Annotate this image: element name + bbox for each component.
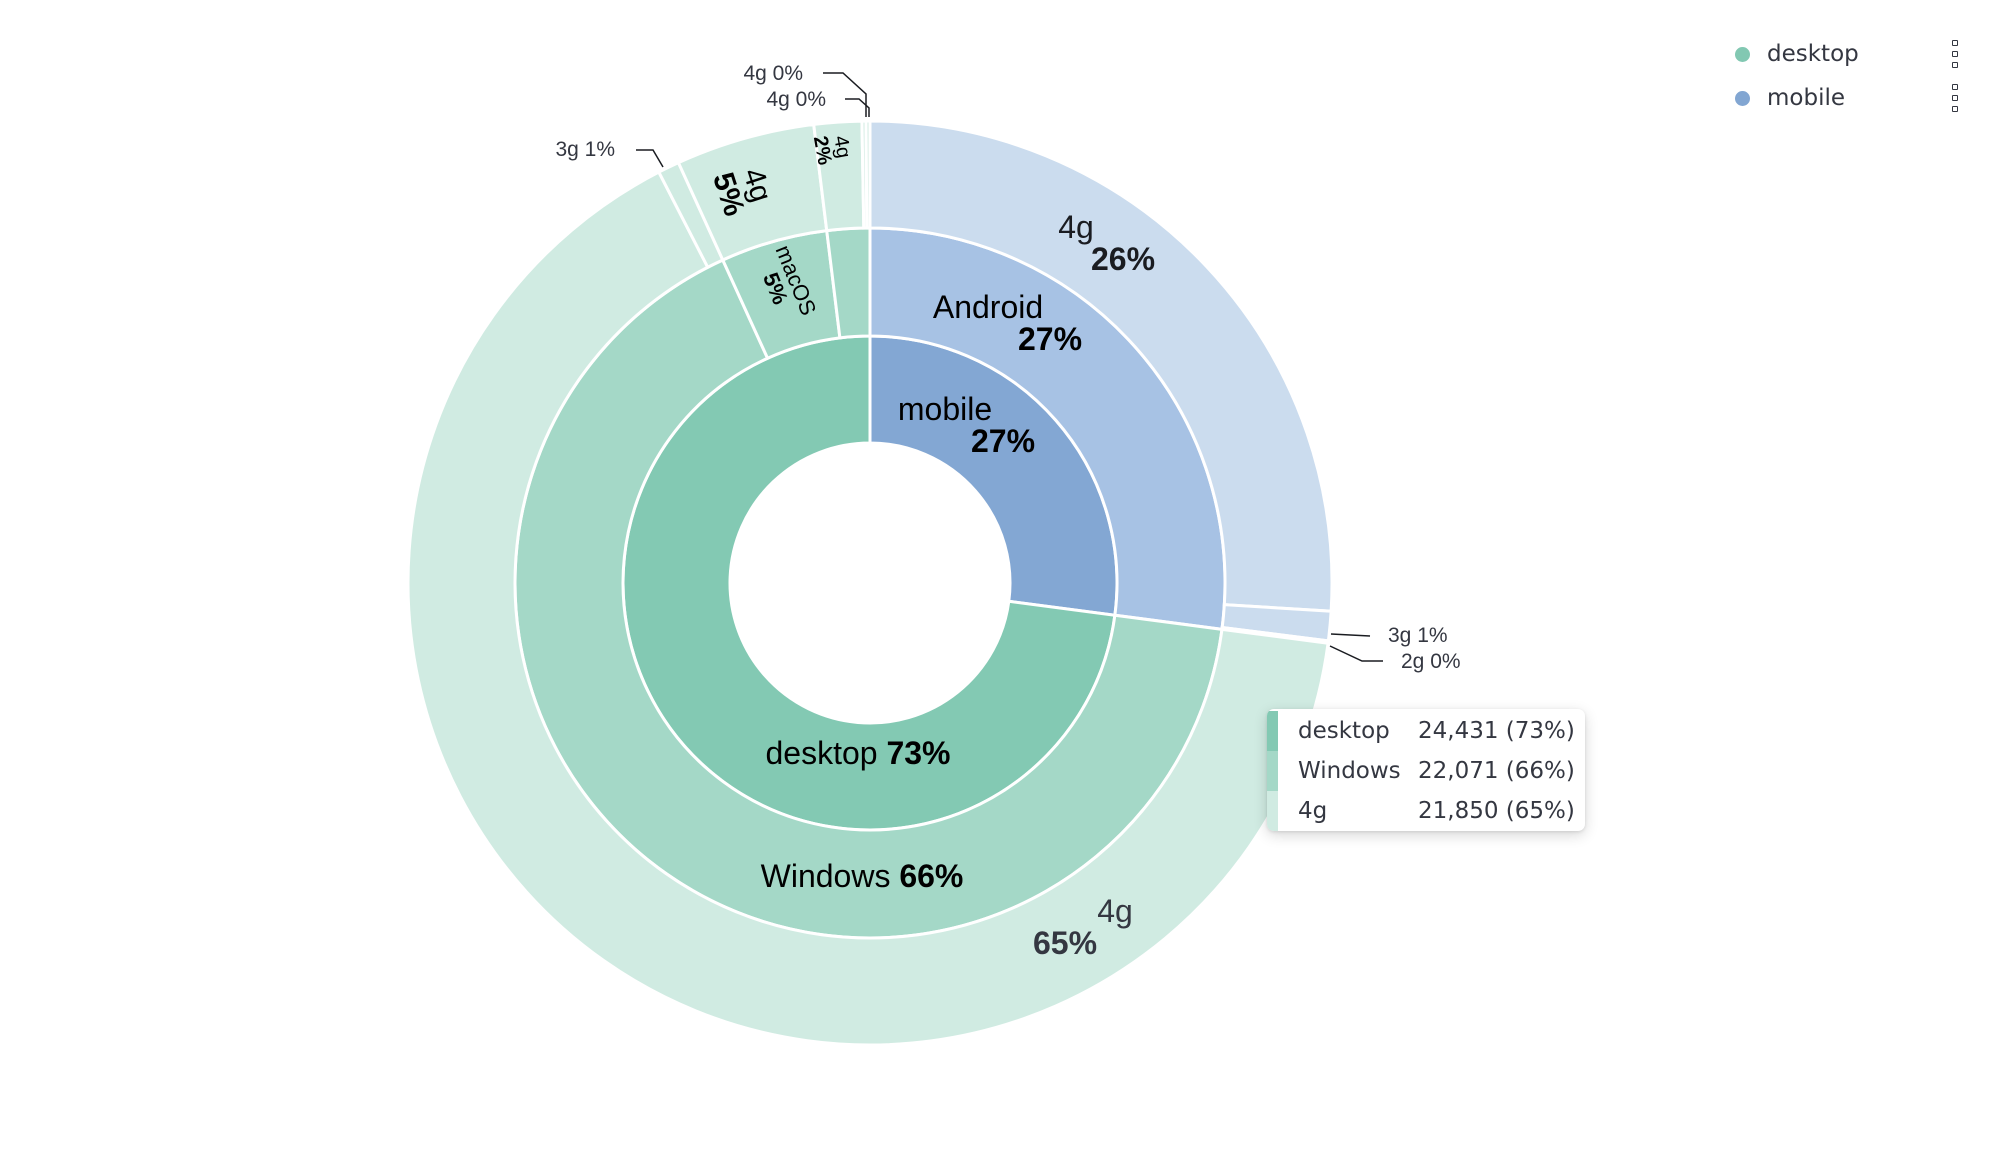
legend: desktop mobile [1725, 32, 1975, 120]
callout-line [1329, 645, 1383, 662]
label-name: 4g [829, 134, 855, 160]
callout-line [823, 72, 867, 117]
legend-label: desktop [1767, 41, 1859, 67]
slice-other-4g [864, 119, 872, 230]
tooltip-row-windows: Windows 22,071 (66%) [1267, 751, 1585, 791]
label-name: 4g [1097, 893, 1133, 929]
label-percent: 73% [886, 735, 950, 771]
label-name: Android [933, 289, 1043, 325]
tooltip-label: desktop [1298, 718, 1390, 744]
callout-line [1330, 633, 1371, 637]
slice-label: Windows 66% [761, 858, 964, 894]
slice-windows-4g [406, 170, 1330, 1047]
tooltip-row-4g: 4g 21,850 (65%) [1267, 791, 1585, 831]
slice-label-text: desktop 73% [765, 735, 950, 771]
label-percent: 65% [1033, 925, 1097, 961]
label-percent: 26% [1091, 241, 1155, 277]
tooltip-swatch [1267, 751, 1278, 791]
legend-dot-desktop [1735, 46, 1750, 62]
legend-item-desktop[interactable]: desktop [1725, 32, 1975, 76]
label-name: desktop [765, 735, 886, 771]
slice-label: 4g2% [809, 134, 855, 167]
slice-mobile-4g [868, 119, 1334, 613]
tooltip-value: 22,071 (66%) [1418, 758, 1575, 784]
callout-label: 2g 0% [1401, 650, 1461, 673]
legend-menu-icon[interactable] [1951, 40, 1959, 68]
tooltip-swatch [1267, 711, 1278, 751]
tooltip: desktop 24,431 (73%) Windows 22,071 (66%… [1267, 709, 1585, 831]
label-name: Windows [761, 858, 900, 894]
legend-item-mobile[interactable]: mobile [1725, 76, 1975, 120]
legend-menu-icon[interactable] [1951, 84, 1959, 112]
label-percent: 27% [971, 423, 1035, 459]
callout-line [845, 98, 870, 117]
callout-line [636, 149, 664, 168]
legend-label: mobile [1767, 85, 1846, 111]
label-name: 4g [1058, 209, 1094, 245]
tooltip-value: 21,850 (65%) [1418, 798, 1575, 824]
callout-label: 4g 0% [743, 62, 803, 85]
label-name: mobile [898, 391, 992, 427]
tooltip-label: Windows [1298, 758, 1401, 784]
tooltip-row-desktop: desktop 24,431 (73%) [1267, 711, 1585, 751]
slice-label-text: Windows 66% [761, 858, 964, 894]
callout-label: 4g 0% [766, 88, 826, 111]
slice-label: desktop 73% [765, 735, 950, 771]
callout-label: 3g 1% [1388, 624, 1448, 647]
label-percent: 66% [899, 858, 963, 894]
callout-label: 3g 1% [555, 138, 615, 161]
tooltip-value: 24,431 (73%) [1418, 718, 1575, 744]
tooltip-swatch [1267, 791, 1278, 831]
tooltip-label: 4g [1298, 798, 1328, 824]
label-percent: 27% [1018, 321, 1082, 357]
slices [406, 119, 1334, 1047]
label-percent: 2% [809, 134, 836, 167]
legend-dot-mobile [1735, 90, 1750, 106]
